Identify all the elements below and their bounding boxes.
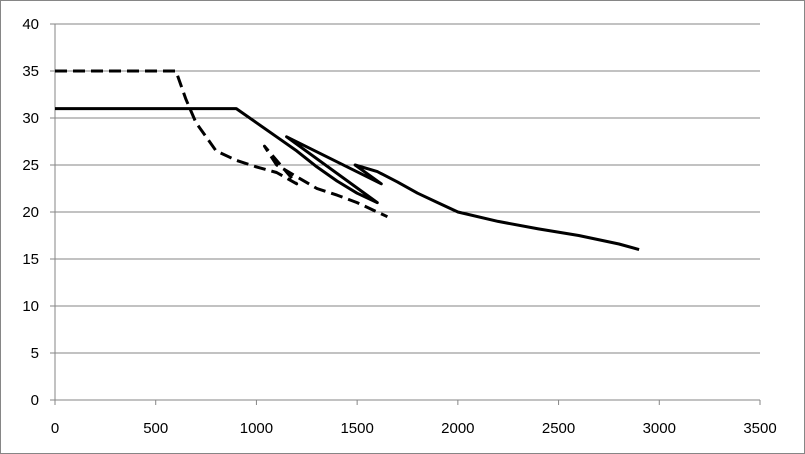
x-tick-label-2000: 2000 xyxy=(441,420,474,437)
series-lines xyxy=(55,69,640,252)
x-tick-label-500: 500 xyxy=(143,420,168,437)
gridlines xyxy=(55,23,760,354)
x-tick-label-1000: 1000 xyxy=(240,420,273,437)
x-tick-labels: 0 500 1000 1500 2000 2500 3000 3500 xyxy=(51,420,777,437)
y-tick-label-20: 20 xyxy=(22,204,39,221)
y-tick-labels: 0 5 10 15 20 25 30 35 40 xyxy=(22,16,39,409)
x-tick-label-3000: 3000 xyxy=(643,420,676,437)
y-tick-label-15: 15 xyxy=(22,251,39,268)
y-tick-label-30: 30 xyxy=(22,110,39,127)
series-line-dashed xyxy=(55,69,389,219)
y-tick-label-35: 35 xyxy=(22,63,39,80)
y-tick-label-25: 25 xyxy=(22,157,39,174)
y-tick-label-5: 5 xyxy=(31,345,39,362)
series-line-solid xyxy=(55,107,640,252)
y-tick-label-0: 0 xyxy=(31,392,39,409)
axes xyxy=(50,23,761,405)
y-tick-label-40: 40 xyxy=(22,16,39,33)
x-tick-label-2500: 2500 xyxy=(542,420,575,437)
x-tick-label-3500: 3500 xyxy=(743,420,776,437)
y-tick-label-10: 10 xyxy=(22,298,39,315)
x-tick-label-1500: 1500 xyxy=(340,420,373,437)
x-tick-label-0: 0 xyxy=(51,420,59,437)
